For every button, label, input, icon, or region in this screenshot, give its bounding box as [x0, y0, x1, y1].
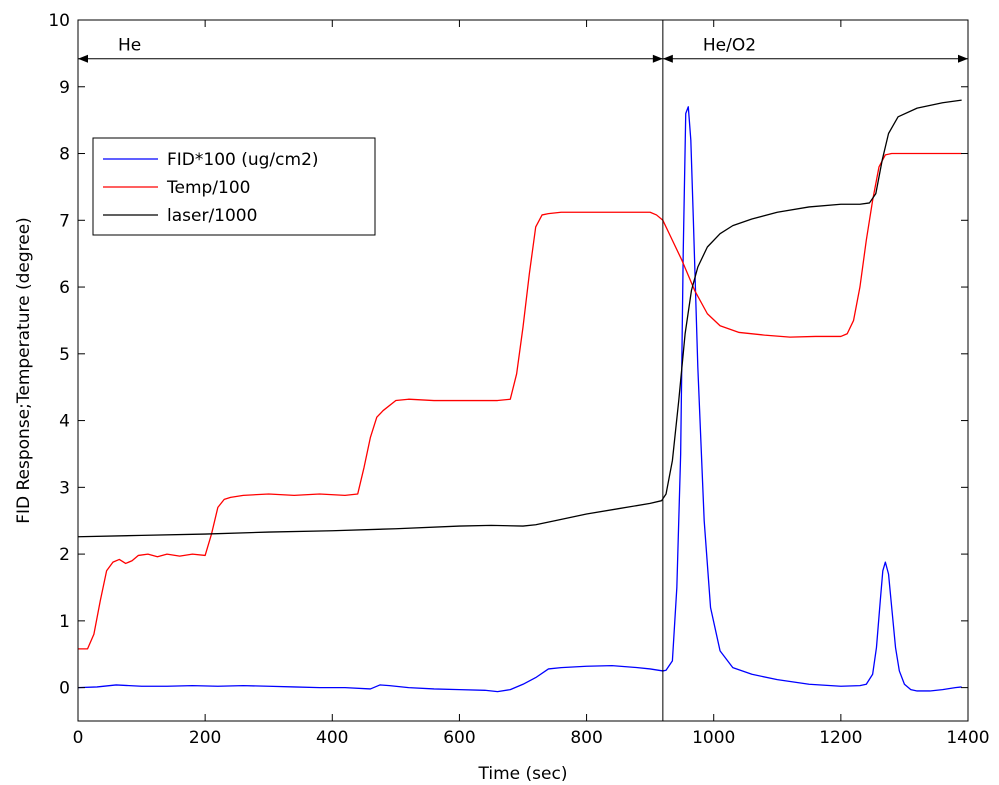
- annotation-layer: He He/O2: [78, 20, 968, 721]
- y-tick-label-2: 2: [59, 545, 70, 565]
- x-tick-label-1: 200: [189, 728, 221, 748]
- y-tick-label-10: 10: [48, 11, 70, 31]
- annotation-label-1: He/O2: [703, 36, 756, 56]
- arrow-head-right-1: [958, 54, 968, 63]
- x-tick-label-3: 600: [443, 728, 475, 748]
- y-tick-label-3: 3: [59, 478, 70, 498]
- y-tick-label-9: 9: [59, 78, 70, 98]
- x-tick-label-6: 1200: [819, 728, 862, 748]
- x-tick-label-0: 0: [73, 728, 84, 748]
- y-tick-label-7: 7: [59, 211, 70, 231]
- y-tick-label-4: 4: [59, 412, 70, 432]
- annotation-label-0: He: [118, 36, 141, 56]
- y-tick-label-8: 8: [59, 145, 70, 165]
- arrow-head-right-0: [652, 54, 663, 63]
- legend-label-1: Temp/100: [166, 178, 250, 198]
- y-tick-label-0: 0: [59, 679, 70, 699]
- legend-label-2: laser/1000: [167, 206, 257, 226]
- x-tick-label-4: 800: [570, 728, 602, 748]
- series-line-1: [78, 152, 962, 650]
- x-tick-label-7: 1400: [946, 728, 989, 748]
- legend: FID*100 (ug/cm2) Temp/100 laser/1000: [92, 137, 376, 236]
- y-tick-label-6: 6: [59, 278, 70, 298]
- x-tick-label-5: 1000: [692, 728, 735, 748]
- legend-label-0: FID*100 (ug/cm2): [167, 150, 319, 170]
- arrow-head-left-1: [662, 54, 673, 63]
- series-line-2: [78, 99, 962, 538]
- plot-frame: [77, 19, 969, 722]
- x-tick-label-2: 400: [316, 728, 348, 748]
- y-axis-title: FID Response;Temperature (degree): [14, 217, 34, 524]
- y-tick-label-1: 1: [59, 612, 70, 632]
- series-line-0: [78, 106, 962, 693]
- axes-layer: 0 200 400 600 800 1000 1200 1400 0 1 2 3 4 5 6 7 8 9 10: [48, 11, 989, 748]
- arrow-head-left-0: [78, 54, 88, 63]
- series-layer: [78, 99, 962, 693]
- y-tick-label-5: 5: [59, 345, 70, 365]
- x-axis-title: Time (sec): [478, 764, 568, 784]
